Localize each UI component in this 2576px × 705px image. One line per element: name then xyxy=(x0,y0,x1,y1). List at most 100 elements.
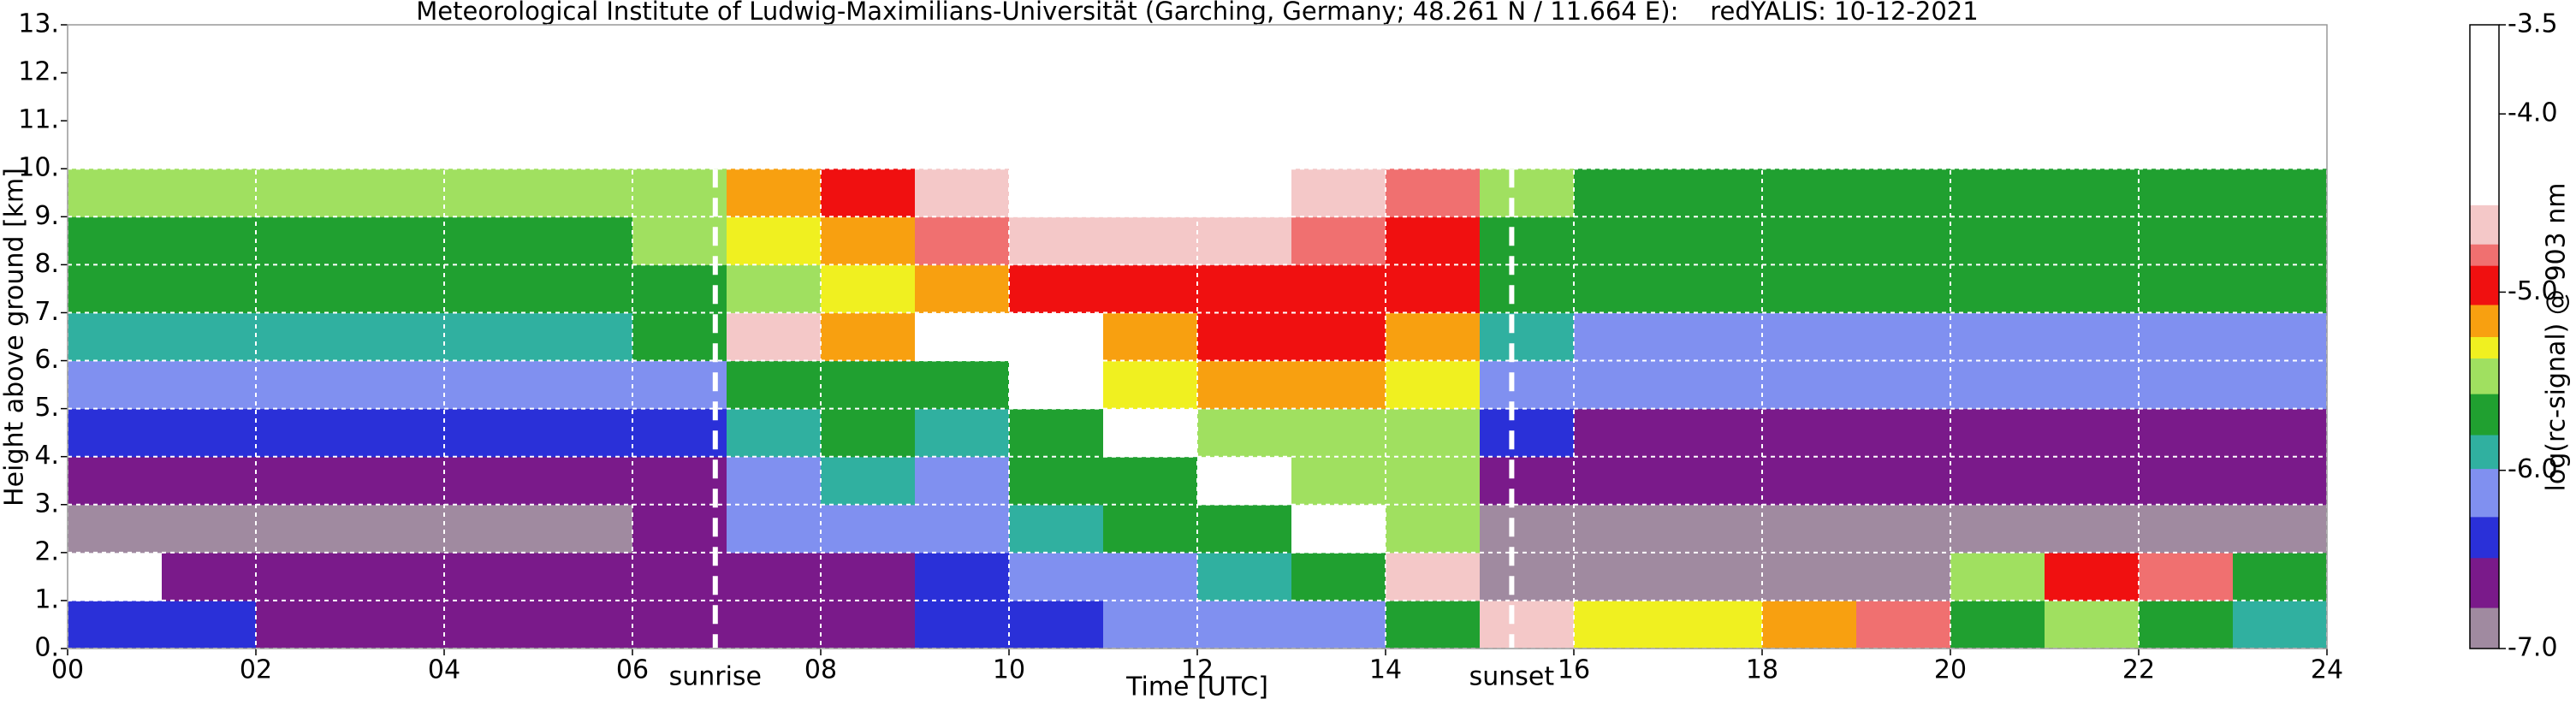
heatmap-cell xyxy=(915,360,1010,410)
heatmap-cell xyxy=(68,600,163,649)
heatmap-cell xyxy=(1386,408,1481,458)
y-tick-label: 12. xyxy=(18,57,59,87)
heatmap-cell xyxy=(68,312,163,362)
heatmap-cell xyxy=(2139,264,2234,313)
heatmap-cell xyxy=(1291,600,1386,649)
chart-title: Meteorological Institute of Ludwig-Maxim… xyxy=(416,0,1978,26)
heatmap-cell xyxy=(1574,360,1669,410)
heatmap-cell xyxy=(2139,360,2234,410)
heatmap-cell xyxy=(1762,456,1857,506)
heatmap-cell xyxy=(2233,600,2328,649)
heatmap-cell xyxy=(821,552,916,601)
heatmap-cell xyxy=(2139,504,2234,554)
heatmap-cell xyxy=(444,552,539,601)
heatmap-cell xyxy=(1574,312,1669,362)
heatmap-cell xyxy=(1574,264,1669,313)
heatmap-cell xyxy=(1197,504,1292,554)
heatmap-cell xyxy=(162,408,257,458)
heatmap-cell xyxy=(1950,600,2045,649)
heatmap-cell xyxy=(1762,169,1857,217)
heatmap-cell xyxy=(1009,456,1104,506)
heatmap-cell xyxy=(1574,552,1669,601)
heatmap-cell xyxy=(1950,216,2045,265)
heatmap-cell xyxy=(2045,216,2140,265)
heatmap-cell xyxy=(350,169,445,217)
heatmap-cell xyxy=(538,312,633,362)
heatmap-cell xyxy=(2233,216,2328,265)
heatmap-cell xyxy=(821,312,916,362)
heatmap-cell xyxy=(1009,408,1104,458)
heatmap-cell xyxy=(1668,408,1763,458)
colorbar-segment xyxy=(2470,468,2499,518)
x-tick-label: 14 xyxy=(1369,655,1402,685)
heatmap-cell xyxy=(1197,360,1292,410)
heatmap-cell xyxy=(1291,504,1386,554)
heatmap-cell xyxy=(350,264,445,313)
heatmap-cell xyxy=(1480,408,1575,458)
heatmap-cell xyxy=(1480,216,1575,265)
heatmap-cell xyxy=(2139,312,2234,362)
heatmap-cell xyxy=(1103,504,1198,554)
heatmap-cell xyxy=(1291,169,1386,217)
heatmap-cell xyxy=(1197,264,1292,313)
heatmap-cell xyxy=(2045,600,2140,649)
heatmap-cell xyxy=(1291,360,1386,410)
heatmap-cell xyxy=(1574,600,1669,649)
heatmap-cell xyxy=(68,552,163,601)
heatmap-cell xyxy=(1950,408,2045,458)
heatmap-cell xyxy=(1009,600,1104,649)
heatmap-cell xyxy=(1386,600,1481,649)
heatmap-cell xyxy=(256,216,351,265)
heatmap-cell xyxy=(915,600,1010,649)
heatmap-cell xyxy=(727,169,822,217)
heatmap-cell xyxy=(727,264,822,313)
heatmap-cell xyxy=(2139,600,2234,649)
heatmap-cell xyxy=(1480,552,1575,601)
heatmap-cell xyxy=(1856,264,1951,313)
heatmap-cell xyxy=(2045,169,2140,217)
heatmap-cell xyxy=(2045,264,2140,313)
heatmap-cell xyxy=(2045,312,2140,362)
heatmap-cell xyxy=(1856,552,1951,601)
x-axis-label: Time [UTC] xyxy=(1125,672,1268,702)
heatmap-cell xyxy=(821,360,916,410)
heatmap-cell xyxy=(821,169,916,217)
y-tick-label: 3. xyxy=(34,489,59,518)
colorbar-tick-label: -4.0 xyxy=(2508,98,2558,128)
colorbar-segment xyxy=(2470,607,2499,649)
heatmap-cell xyxy=(1668,600,1763,649)
y-tick-label: 8. xyxy=(34,249,59,279)
heatmap-cell xyxy=(821,504,916,554)
heatmap-cell xyxy=(1762,552,1857,601)
heatmap-cell xyxy=(821,216,916,265)
heatmap-cell xyxy=(632,504,727,554)
heatmap-cell xyxy=(256,169,351,217)
heatmap-cell xyxy=(727,312,822,362)
annotation-label: sunset xyxy=(1469,662,1555,692)
heatmap-cell xyxy=(1009,504,1104,554)
heatmap-cell xyxy=(1668,456,1763,506)
colorbar-tick-label: -7.0 xyxy=(2508,633,2558,663)
heatmap-cell xyxy=(1386,169,1481,217)
heatmap-cell xyxy=(444,360,539,410)
heatmap-cell xyxy=(1950,264,2045,313)
heatmap-cell xyxy=(727,504,822,554)
heatmap-cell xyxy=(162,360,257,410)
heatmap-cell xyxy=(632,600,727,649)
heatmap-cell xyxy=(1950,169,2045,217)
heatmap-cell xyxy=(2045,504,2140,554)
heatmap-cell xyxy=(2045,552,2140,601)
x-tick-label: 10 xyxy=(993,655,1025,685)
heatmap-cell xyxy=(1574,456,1669,506)
heatmap-cell xyxy=(1386,504,1481,554)
heatmap-cell xyxy=(1668,552,1763,601)
heatmap-cell xyxy=(1856,504,1951,554)
heatmap-cell xyxy=(350,408,445,458)
heatmap-cell xyxy=(632,264,727,313)
heatmap-cell xyxy=(1856,216,1951,265)
y-tick-label: 2. xyxy=(34,536,59,566)
heatmap-cell xyxy=(68,504,163,554)
heatmap-cell xyxy=(1668,312,1763,362)
heatmap-cell xyxy=(444,504,539,554)
colorbar-segment xyxy=(2470,516,2499,559)
